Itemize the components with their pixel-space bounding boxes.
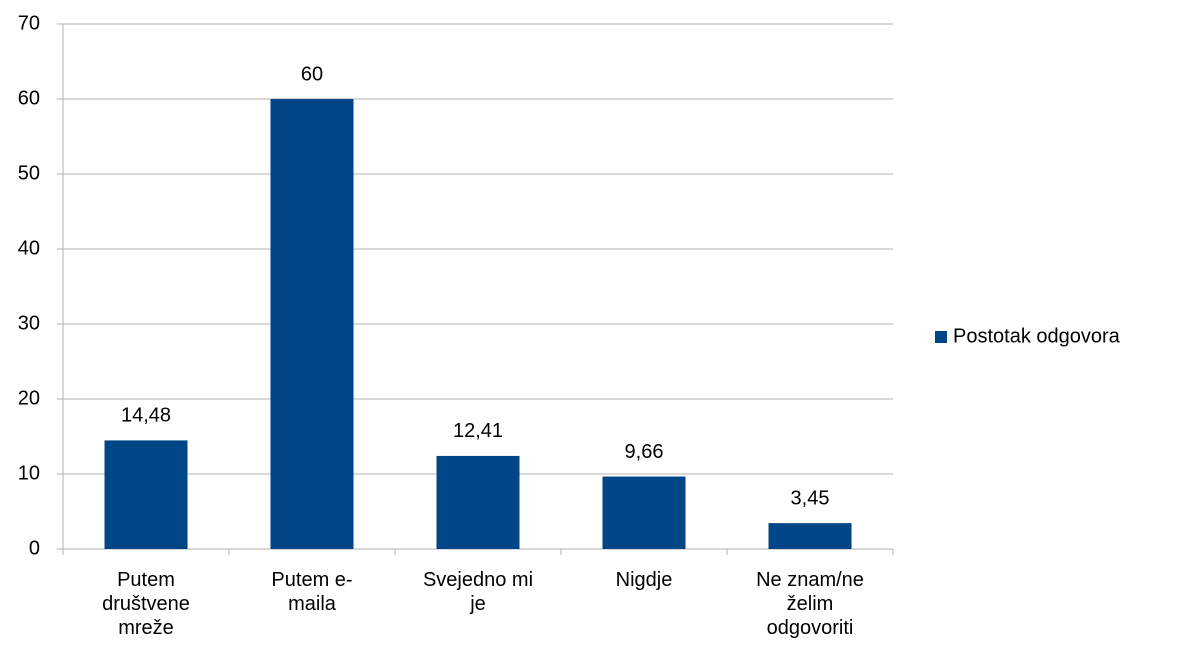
x-tick-label: Putem društvene mreže [102, 569, 190, 639]
bar [602, 476, 686, 549]
y-tick-label: 70 [18, 12, 40, 34]
y-tick-label: 30 [18, 312, 40, 334]
value-label: 14,48 [121, 405, 171, 427]
x-tick-label: Ne znam/ne želim odgovoriti [756, 569, 864, 639]
value-label: 12,41 [453, 420, 503, 442]
legend-swatch [935, 331, 947, 343]
bar [104, 440, 188, 549]
bar [768, 523, 852, 549]
value-label: 60 [301, 63, 323, 85]
x-tick-label: Nigdje [615, 569, 673, 591]
x-tick-label: Putem e-maila [271, 569, 353, 615]
x-tick-label: Svejedno mi je [422, 569, 534, 615]
bar [270, 99, 354, 549]
y-tick-label: 50 [18, 162, 40, 184]
y-tick-label: 60 [18, 87, 40, 109]
value-label: 3,45 [791, 487, 830, 509]
y-tick-label: 0 [29, 537, 40, 559]
bar [436, 455, 520, 549]
y-tick-label: 10 [18, 462, 40, 484]
y-tick-label: 20 [18, 387, 40, 409]
value-label: 9,66 [625, 441, 664, 463]
y-tick-label: 40 [18, 237, 40, 259]
legend-label: Postotak odgovora [953, 325, 1121, 347]
